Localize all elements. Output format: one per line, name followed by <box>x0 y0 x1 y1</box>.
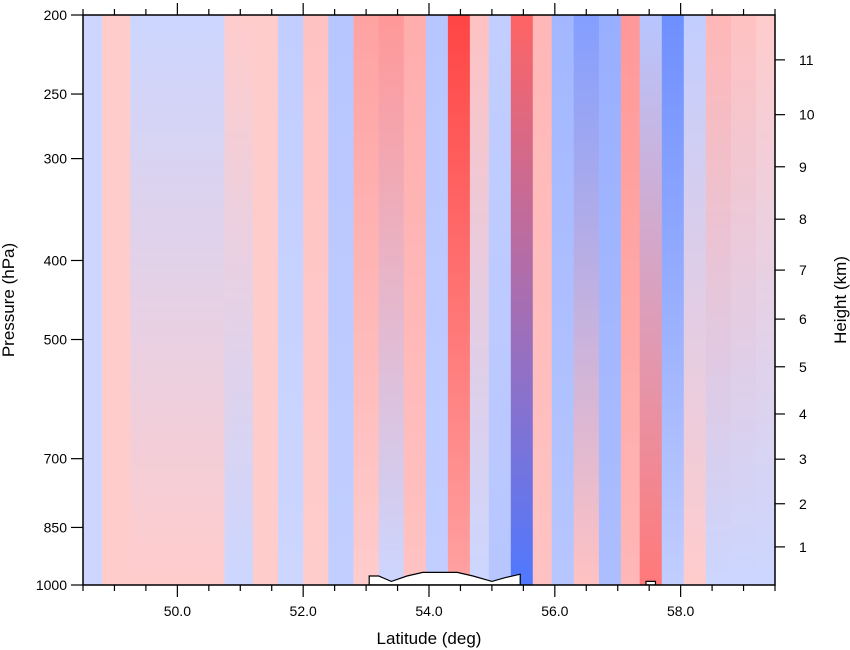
heatmap-column <box>598 15 622 585</box>
pressure-tick-label: 200 <box>44 7 68 23</box>
pressure-axis-label: Pressure (hPa) <box>0 243 18 357</box>
heatmap-column <box>532 15 553 585</box>
pressure-axis: 1000 850 700 500 400 300 250 200 <box>36 7 83 593</box>
pressure-tick-label: 400 <box>44 252 68 268</box>
heatmap-column <box>756 15 775 585</box>
heatmap-column <box>510 15 534 585</box>
heatmap-column <box>161 15 194 585</box>
heatmap-column <box>83 15 103 585</box>
heatmap-column <box>573 15 600 585</box>
heatmap-column <box>130 15 163 585</box>
pressure-tick-label: 700 <box>44 451 68 467</box>
pressure-tick-label: 850 <box>44 519 68 535</box>
heatmap-column <box>661 15 685 585</box>
x-tick-label: 56.0 <box>541 603 568 619</box>
height-tick-label: 6 <box>799 311 807 327</box>
x-tick-label: 50.0 <box>164 603 191 619</box>
heatmap-column <box>378 15 405 585</box>
height-axis: 1 2 3 4 5 6 7 8 9 10 11 <box>775 52 815 555</box>
heatmap-column <box>403 15 427 585</box>
heatmap-column <box>425 15 449 585</box>
heatmap-column <box>488 15 512 585</box>
heatmap-column <box>683 15 707 585</box>
terrain-area <box>368 571 521 585</box>
height-tick-label: 1 <box>799 539 807 555</box>
heatmap-column <box>101 15 131 585</box>
heatmap-column <box>193 15 226 585</box>
pressure-tick-label: 1000 <box>36 577 67 593</box>
height-tick-label: 2 <box>799 496 807 512</box>
heatmap-column <box>353 15 380 585</box>
heatmap-field <box>83 15 775 585</box>
heatmap-column <box>620 15 641 585</box>
heatmap-column <box>447 15 471 585</box>
heatmap-column <box>303 15 329 585</box>
heatmap-column <box>551 15 575 585</box>
height-tick-label: 11 <box>799 52 814 68</box>
x-tick-label: 54.0 <box>415 603 442 619</box>
heatmap-column <box>252 15 279 585</box>
terrain-area <box>645 580 657 585</box>
height-tick-label: 9 <box>799 159 807 175</box>
heatmap-column <box>469 15 490 585</box>
heatmap-column <box>705 15 732 585</box>
terrain-outline <box>368 571 657 585</box>
heatmap-column <box>224 15 254 585</box>
heatmap-column <box>328 15 355 585</box>
heatmap-column <box>639 15 663 585</box>
x-axis-label: Latitude (deg) <box>377 629 482 648</box>
height-tick-label: 3 <box>799 451 807 467</box>
height-tick-label: 8 <box>799 211 807 227</box>
heatmap-column <box>731 15 757 585</box>
x-axis: 50.0 52.0 54.0 56.0 58.0 <box>82 3 776 619</box>
pressure-tick-label: 250 <box>44 86 68 102</box>
heatmap-column <box>278 15 304 585</box>
x-tick-label: 52.0 <box>290 603 317 619</box>
height-tick-label: 7 <box>799 262 807 278</box>
pressure-tick-label: 500 <box>44 332 68 348</box>
height-axis-label: Height (km) <box>831 256 850 344</box>
x-tick-label: 58.0 <box>667 603 694 619</box>
height-tick-label: 10 <box>799 107 815 123</box>
height-tick-label: 4 <box>799 406 807 422</box>
height-tick-label: 5 <box>799 359 807 375</box>
pressure-tick-label: 300 <box>44 151 68 167</box>
